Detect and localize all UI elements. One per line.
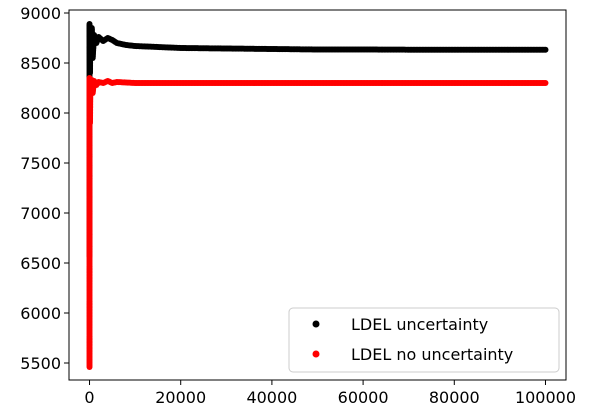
y-tick-label: 9000: [20, 4, 61, 23]
y-tick-label: 7000: [20, 204, 61, 223]
x-tick-label: 40000: [246, 388, 297, 407]
legend-label-ldel-uncertainty: LDEL uncertainty: [351, 315, 488, 334]
series-layer: [86, 21, 549, 370]
legend-box: [288, 307, 560, 373]
legend-marker-ldel-uncertainty: [312, 320, 320, 328]
plot-frame: [68, 9, 567, 381]
y-tick-label: 5500: [20, 354, 61, 373]
y-tick-label: 8000: [20, 104, 61, 123]
x-tick-label: 100000: [515, 388, 576, 407]
x-tick-label: 60000: [338, 388, 389, 407]
y-tick-label: 7500: [20, 154, 61, 173]
data-point: [540, 80, 547, 86]
x-tick-label: 20000: [155, 388, 206, 407]
y-tick-label: 6500: [20, 254, 61, 273]
y-axis: 5500 6000 6500 7000 7500 8000 8500 9000: [20, 4, 69, 373]
x-tick-label: 80000: [429, 388, 480, 407]
series-1: [86, 75, 549, 370]
data-point: [540, 46, 547, 53]
legend-label-ldel-no-uncertainty: LDEL no uncertainty: [351, 345, 513, 364]
x-tick-label: 0: [84, 388, 94, 407]
y-tick-label: 6000: [20, 304, 61, 323]
legend-marker-ldel-no-uncertainty: [312, 350, 320, 358]
legend: LDEL uncertainty LDEL no uncertainty: [288, 307, 560, 373]
x-axis: 0 20000 40000 60000 80000 100000: [84, 380, 576, 407]
y-tick-label: 8500: [20, 54, 61, 73]
